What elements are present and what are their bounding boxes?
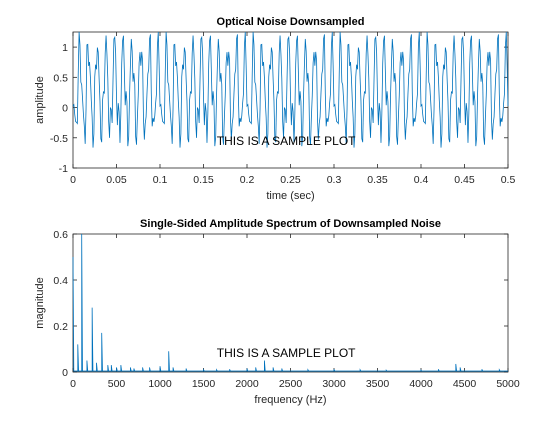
y-tick-label: 0 [62,103,68,115]
spectrum-line [72,233,508,372]
spectrum-plot: 0 500 1000 1500 2000 2500 3000 3500 4000 4500 5000… [34,218,520,406]
spectrum-plot-xlabel: frequency (Hz) [254,394,326,406]
x-tick-label: 0.1 [153,174,168,186]
x-tick-label: 0.4 [414,174,429,186]
time-plot-title: Optical Noise Downsampled [217,16,365,28]
y-tick-label: 0 [62,367,68,379]
y-tick-label: 0.4 [53,275,68,287]
x-tick-label: 0 [70,174,76,186]
x-tick-label: 0.45 [454,174,475,186]
x-tick-label: 0 [70,378,76,390]
x-tick-label: 3500 [366,378,390,390]
x-tick-label: 0.25 [280,174,301,186]
x-tick-label: 0.05 [106,174,127,186]
spectrum-plot-title: Single-Sided Amplitude Spectrum of Downs… [140,218,441,230]
y-tick-label: 0.6 [53,229,68,241]
x-tick-label: 500 [108,378,126,390]
spectrum-plot-ylabel: magnitude [34,277,46,328]
x-tick-label: 5000 [496,378,520,390]
time-plot-ylabel: amplitude [34,76,46,124]
y-tick-label: -1 [59,163,68,175]
time-domain-plot: 0 0.05 0.1 0.15 0.2 0.25 0.3 0.35 0.4 0.45 0.5 -1 -0… [34,16,515,202]
x-tick-label: 2500 [279,378,303,390]
x-tick-label: 4500 [453,378,477,390]
x-tick-label: 1000 [148,378,172,390]
y-tick-label: 1 [62,42,68,54]
time-plot-annotation: THIS IS A SAMPLE PLOT [217,134,356,148]
y-tick-label: 0.2 [53,321,68,333]
spectrum-plot-annotation: THIS IS A SAMPLE PLOT [217,346,356,360]
time-plot-ticks: 0 0.05 0.1 0.15 0.2 0.25 0.3 0.35 0.4 0.45 0.5 -1 -0… [50,32,516,186]
spectrum-plot-axes-box [72,233,509,373]
y-tick-label: 0.5 [53,72,68,84]
time-plot-xlabel: time (sec) [266,190,314,202]
x-tick-label: 2000 [235,378,259,390]
y-tick-label: -0.5 [50,133,68,145]
time-series-line [72,31,509,148]
x-tick-label: 4000 [409,378,433,390]
spectrum-plot-ticks: 0 500 1000 1500 2000 2500 3000 3500 4000 4500 5000… [53,229,519,390]
x-tick-label: 3000 [322,378,346,390]
x-tick-label: 0.3 [327,174,342,186]
x-tick-label: 0.2 [240,174,255,186]
x-tick-label: 0.35 [367,174,388,186]
x-tick-label: 0.5 [501,174,516,186]
x-tick-label: 1500 [192,378,216,390]
x-tick-label: 0.15 [193,174,214,186]
